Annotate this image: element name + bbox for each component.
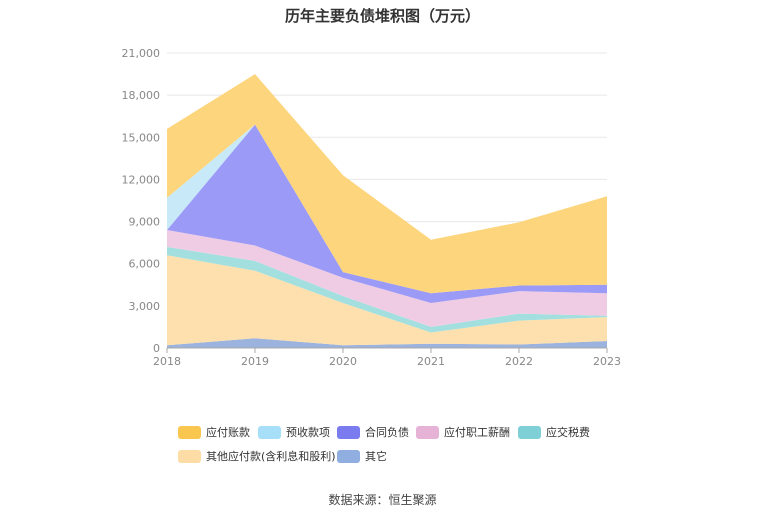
- legend-item-advance-receipts[interactable]: 预收款项: [258, 424, 330, 440]
- legend-item-others[interactable]: 其它: [337, 448, 387, 464]
- y-tick-label: 0: [153, 342, 160, 355]
- legend-label: 其他应付款(含利息和股利): [206, 450, 336, 463]
- data-source: 数据来源：恒生聚源: [328, 493, 437, 507]
- legend-swatch: [178, 425, 201, 439]
- y-tick-label: 15,000: [122, 131, 161, 144]
- legend-label: 应付职工薪酬: [444, 426, 510, 439]
- x-tick-label: 2018: [153, 355, 181, 368]
- legend-item-payroll-payable[interactable]: 应付职工薪酬: [416, 424, 510, 440]
- legend-label: 预收款项: [286, 426, 330, 439]
- y-tick-label: 3,000: [129, 300, 161, 313]
- y-tick-label: 18,000: [122, 89, 161, 102]
- x-tick-label: 2020: [329, 355, 357, 368]
- legend-swatch: [178, 449, 201, 463]
- x-tick-label: 2019: [241, 355, 269, 368]
- legend-swatch: [416, 425, 439, 439]
- area-series: [167, 230, 607, 327]
- legend-item-taxes-payable[interactable]: 应交税费: [518, 424, 590, 440]
- legend-swatch: [337, 425, 360, 439]
- legend-swatch: [337, 449, 360, 463]
- legend-item-accounts-payable[interactable]: 应付账款: [178, 424, 250, 440]
- x-tick-label: 2022: [505, 355, 533, 368]
- legend-label: 其它: [365, 450, 387, 463]
- area-series: [167, 74, 607, 294]
- legend-label: 应付账款: [206, 426, 250, 439]
- area-series: [167, 246, 607, 333]
- x-tick-label: 2021: [417, 355, 445, 368]
- area-series: [167, 124, 607, 303]
- y-tick-label: 21,000: [122, 47, 161, 60]
- legend-item-other-payables[interactable]: 其他应付款(含利息和股利): [178, 448, 336, 464]
- y-tick-label: 6,000: [129, 258, 161, 271]
- y-tick-label: 12,000: [122, 173, 161, 186]
- area-series: [167, 338, 607, 348]
- legend-swatch: [258, 425, 281, 439]
- legend-swatch: [518, 425, 541, 439]
- area-series: [167, 255, 607, 346]
- x-tick-label: 2023: [593, 355, 621, 368]
- legend-label: 应交税费: [546, 426, 590, 439]
- stacked-area-chart: 0 3,000 6,000 9,000 12,000 15,000 18,000 21,000…: [122, 47, 622, 368]
- chart-title: 历年主要负债堆积图（万元）: [284, 7, 480, 25]
- y-tick-label: 9,000: [129, 216, 161, 229]
- legend-item-contract-liabilities[interactable]: 合同负债: [337, 424, 409, 440]
- legend-label: 合同负债: [365, 426, 409, 439]
